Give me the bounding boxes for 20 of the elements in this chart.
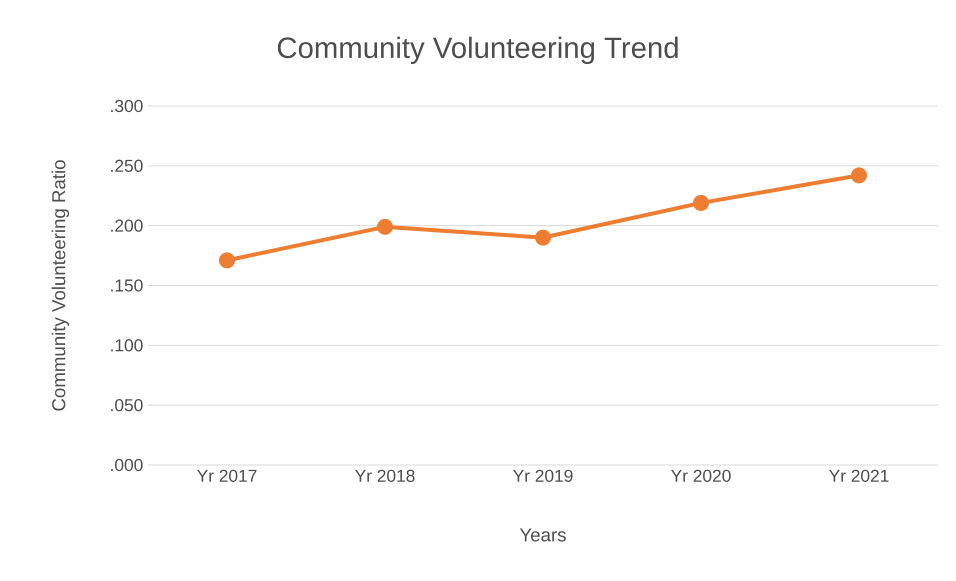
x-tick-label: Yr 2017 [197, 470, 256, 482]
x-tick-label: Yr 2021 [829, 470, 888, 482]
chart-title: Community Volunteering Trend [278, 36, 678, 64]
point [535, 230, 552, 246]
x-tick-label: Yr 2019 [513, 470, 573, 482]
point [851, 167, 867, 184]
y-axis-title: Community Volunteering Ratio [52, 160, 70, 411]
x-tick-label: Yr 2018 [355, 470, 415, 482]
point [377, 218, 394, 235]
y-tick-label: .200 [111, 220, 143, 232]
x-tick-label: Yr 2020 [671, 470, 731, 482]
y-tick-label: .250 [111, 160, 143, 172]
y-tick-label: .050 [111, 399, 143, 412]
x-axis-title: Years [520, 528, 566, 542]
y-tick-label: .150 [111, 279, 143, 292]
point [693, 194, 709, 211]
y-tick-label: .000 [111, 458, 143, 472]
point [219, 252, 236, 268]
y-tick-label: .300 [111, 100, 143, 112]
y-tick-label: .100 [111, 339, 143, 352]
